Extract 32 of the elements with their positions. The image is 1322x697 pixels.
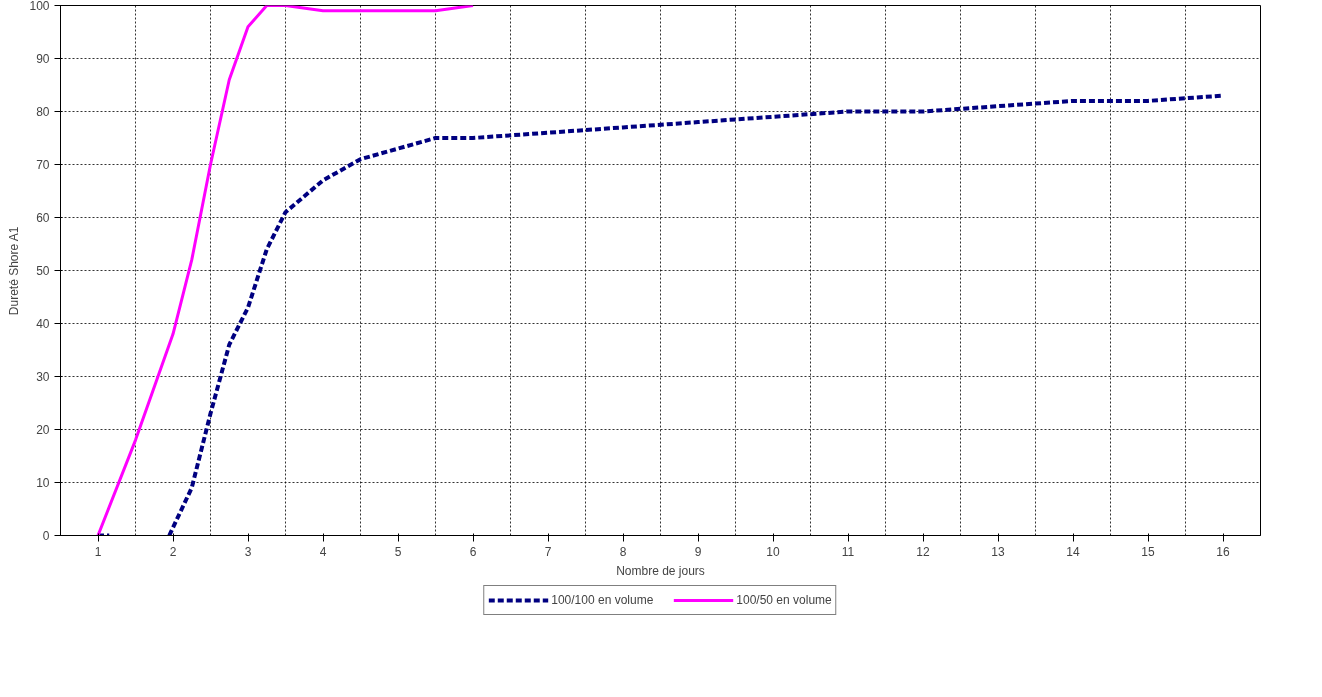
y-axis-title: Dureté Shore A1 [7,226,22,316]
x-tick-label: 13 [991,544,1005,559]
x-tick-label: 14 [1066,544,1080,559]
x-tick-label: 4 [319,544,327,559]
y-tick-label: 50 [36,264,50,278]
y-tick-label: 10 [36,476,50,490]
x-tick-label: 3 [244,544,252,559]
y-tick-label: 90 [36,52,50,66]
y-tick-label: 20 [36,423,50,437]
x-tick-label: 15 [1141,544,1155,559]
x-tick-label: 11 [841,544,855,559]
y-tick-label: 70 [36,158,50,172]
x-tick-label: 7 [544,544,552,559]
legend-label: 100/50 en volume [736,593,832,607]
y-tick-label: 30 [36,370,50,384]
y-tick-label: 80 [36,105,50,119]
y-tick-label: 0 [42,529,50,543]
x-tick-label: 1 [94,544,102,559]
legend-label: 100/100 en volume [551,593,654,607]
x-tick-label: 8 [619,544,627,559]
x-tick-label: 2 [169,544,177,559]
x-tick-label: 9 [694,544,702,559]
y-tick-label: 100 [29,0,50,13]
x-axis-title: Nombre de jours [616,563,705,578]
x-tick-label: 12 [916,544,930,559]
x-tick-label: 16 [1216,544,1230,559]
x-tick-label: 6 [469,544,477,559]
y-tick-label: 60 [36,211,50,225]
x-tick-label: 5 [394,544,402,559]
y-tick-label: 40 [36,317,50,331]
x-tick-label: 10 [766,544,780,559]
line-series [96,5,475,536]
